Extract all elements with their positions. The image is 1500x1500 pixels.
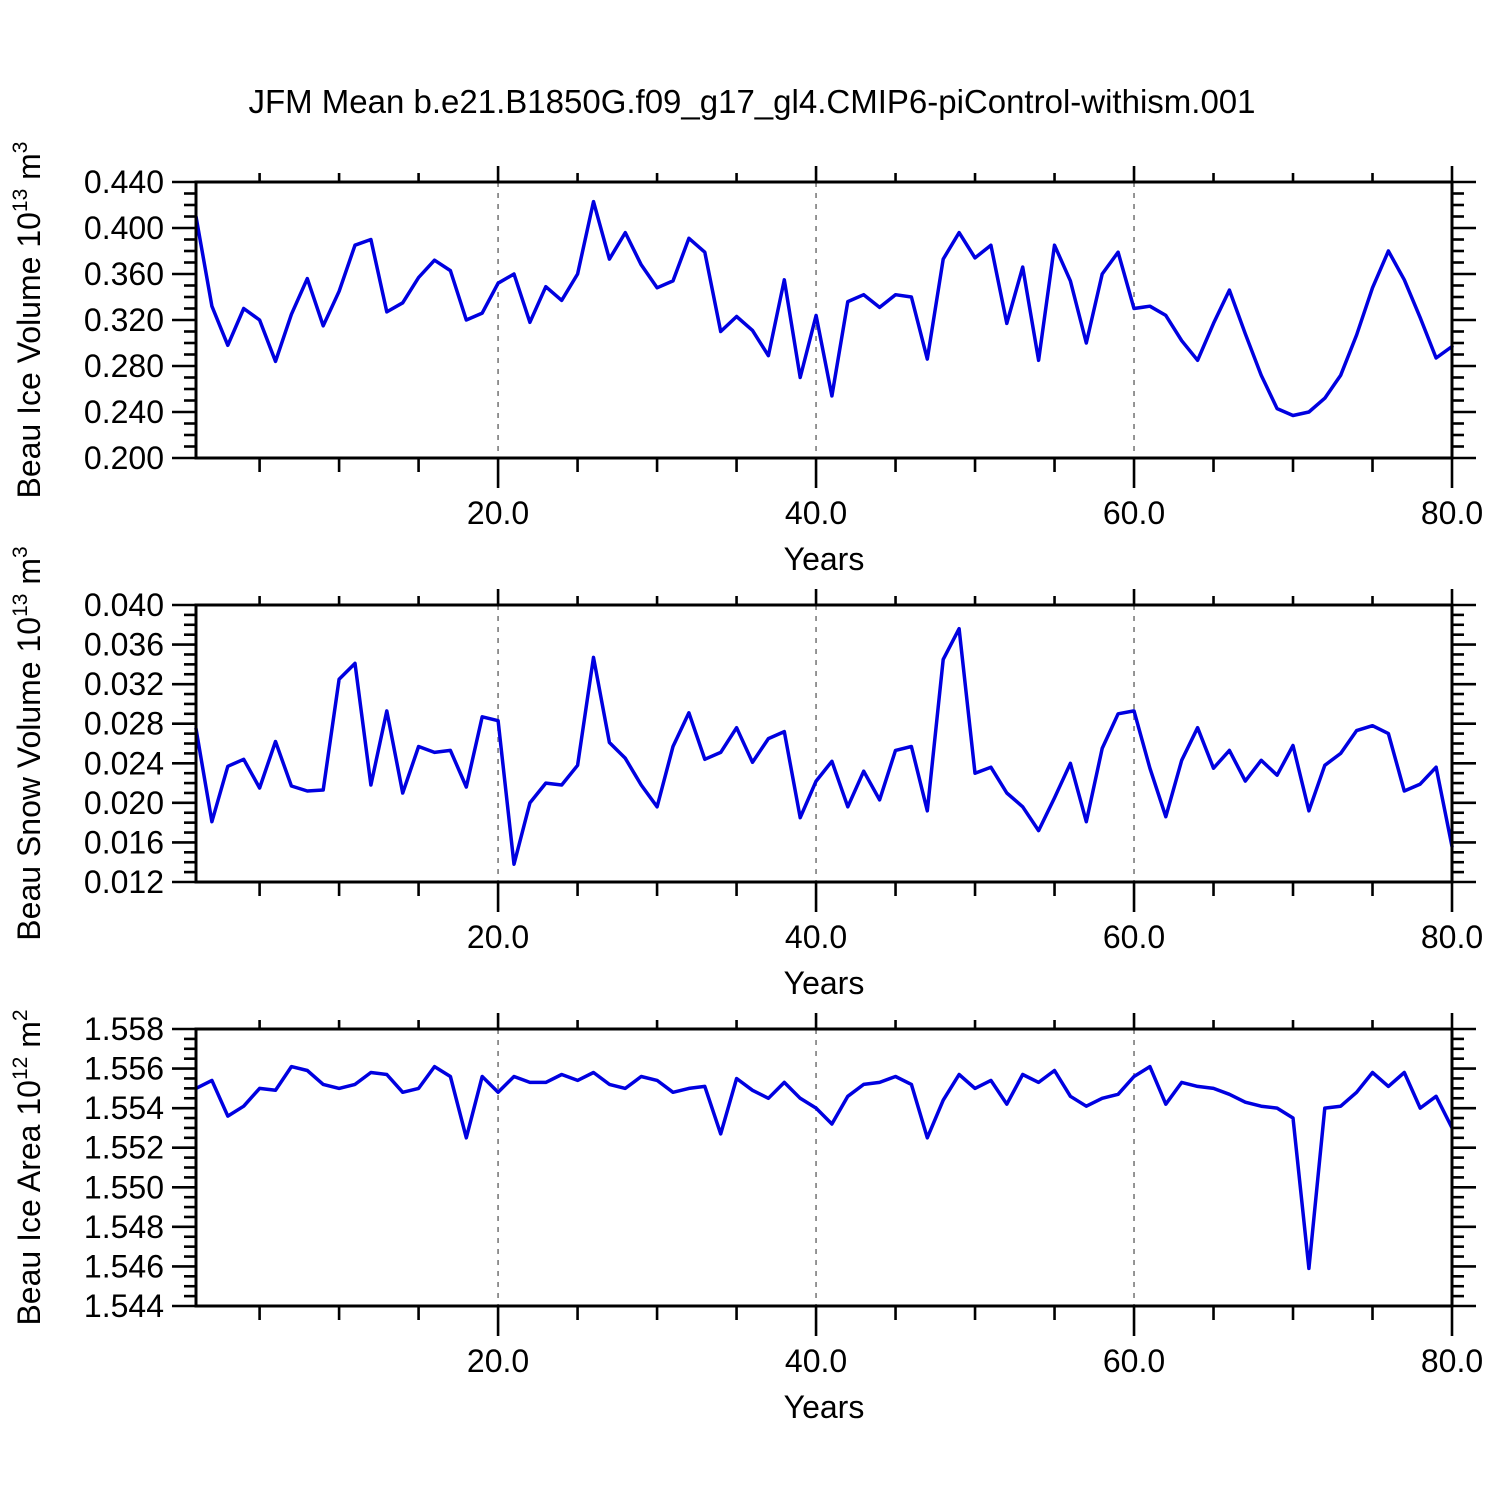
y-tick-label: 0.028 [84, 706, 164, 742]
y-tick-label: 0.032 [84, 666, 164, 702]
plot-frame [194, 603, 1454, 884]
y-tick-label: 0.400 [84, 210, 164, 246]
y-tick-label: 0.440 [84, 164, 164, 200]
x-tick-label: 60.0 [1103, 495, 1165, 531]
x-tick-label: 20.0 [467, 495, 529, 531]
x-ticks: 20.0 40.0 60.0 80.0 [258, 589, 1483, 955]
y-tick-label: 0.016 [84, 824, 164, 860]
y-ticks: 0.200 0.240 0.280 0.320 0.360 0.400 0.440 [84, 164, 1476, 476]
gridlines [497, 182, 1135, 458]
panels: 0.200 0.240 0.280 0.320 0.360 0.400 0.440 20.0 4… [9, 141, 1483, 1425]
x-tick-label: 20.0 [467, 1343, 529, 1379]
y-tick-label: 1.556 [84, 1051, 164, 1087]
x-tick-label: 60.0 [1103, 919, 1165, 955]
y-tick-label: 1.544 [84, 1288, 164, 1324]
x-tick-label: 40.0 [785, 495, 847, 531]
x-tick-label: 80.0 [1421, 495, 1483, 531]
y-tick-label: 0.024 [84, 745, 164, 781]
x-ticks: 20.0 40.0 60.0 80.0 [258, 166, 1483, 531]
plot-frame [194, 180, 1454, 460]
x-tick-label: 40.0 [785, 1343, 847, 1379]
y-tick-label: 1.558 [84, 1011, 164, 1047]
y-tick-label: 1.554 [84, 1090, 164, 1126]
data-line [194, 1064, 1454, 1271]
y-tick-label: 0.280 [84, 348, 164, 384]
panel-1: 0.200 0.240 0.280 0.320 0.360 0.400 0.440 20.0 4… [9, 141, 1483, 577]
x-axis-title: Years [784, 1389, 865, 1425]
x-tick-label: 80.0 [1421, 1343, 1483, 1379]
plot-frame [194, 1027, 1454, 1308]
y-tick-label: 0.320 [84, 302, 164, 338]
y-tick-label: 1.548 [84, 1209, 164, 1245]
y-tick-label: 0.360 [84, 256, 164, 292]
y-axis-title: Beau Snow Volume 1013 m3 [9, 546, 47, 940]
data-line [194, 199, 1454, 418]
x-tick-label: 20.0 [467, 919, 529, 955]
y-tick-label: 0.040 [84, 587, 164, 623]
data-line [194, 626, 1454, 866]
chart-title: JFM Mean b.e21.B1850G.f09_g17_gl4.CMIP6-… [248, 83, 1255, 120]
x-axis-title: Years [784, 965, 865, 1001]
y-tick-label: 0.012 [84, 864, 164, 900]
y-tick-label: 0.020 [84, 785, 164, 821]
y-axis-title: Beau Ice Volume 1013 m3 [9, 141, 47, 498]
y-tick-label: 0.200 [84, 440, 164, 476]
gridlines [497, 1029, 1135, 1306]
x-tick-label: 80.0 [1421, 919, 1483, 955]
gridlines [497, 605, 1135, 882]
y-tick-label: 1.550 [84, 1169, 164, 1205]
x-tick-label: 60.0 [1103, 1343, 1165, 1379]
y-tick-label: 1.546 [84, 1248, 164, 1284]
x-ticks: 20.0 40.0 60.0 80.0 [258, 1013, 1483, 1379]
y-axis-title: Beau Ice Area 1012 m2 [9, 1009, 47, 1325]
x-axis-title: Years [784, 541, 865, 577]
x-tick-label: 40.0 [785, 919, 847, 955]
y-tick-label: 1.552 [84, 1130, 164, 1166]
y-tick-label: 0.036 [84, 627, 164, 663]
y-tick-label: 0.240 [84, 394, 164, 430]
